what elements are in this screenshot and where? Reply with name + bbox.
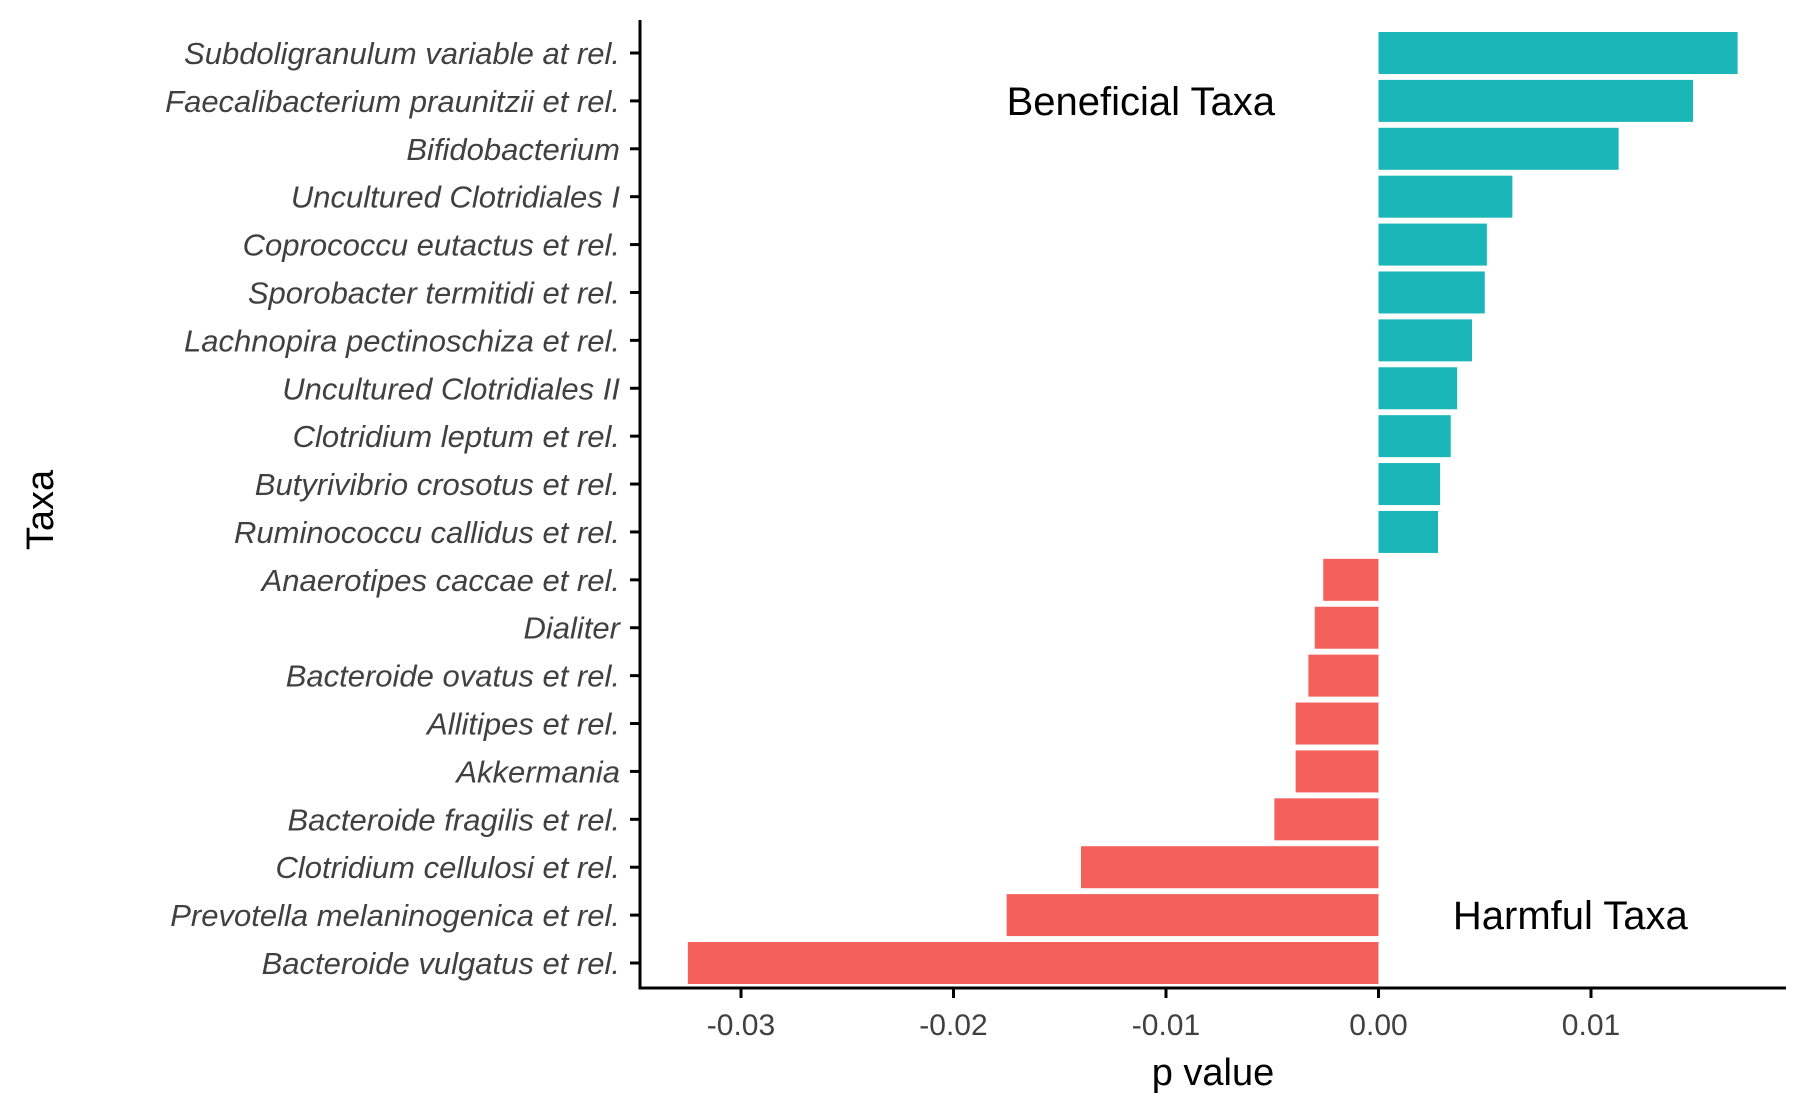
- bar: [1378, 510, 1438, 553]
- category-label: Butyrivibrio crosotus et rel.: [255, 467, 620, 502]
- category-label: Bifidobacterium: [406, 132, 620, 167]
- annotation-label: Beneficial Taxa: [1007, 80, 1276, 124]
- category-label: Bacteroide vulgatus et rel.: [262, 946, 620, 981]
- category-label: Prevotella melaninogenica et rel.: [170, 898, 620, 933]
- bars-group: [687, 32, 1738, 984]
- bar: [1378, 319, 1472, 362]
- category-label: Allitipes et rel.: [425, 707, 620, 742]
- bar: [1295, 702, 1379, 745]
- category-label: Clotridium cellulosi et rel.: [275, 850, 620, 885]
- bar: [1378, 175, 1513, 218]
- category-labels: Subdoligranulum variable at rel. Faecalib…: [165, 36, 622, 981]
- y-ticks: [630, 51, 640, 965]
- category-label: Clotridium leptum et rel.: [293, 419, 620, 454]
- x-tick-label: -0.01: [1132, 1009, 1200, 1042]
- category-label: Bacteroide ovatus et rel.: [286, 659, 620, 694]
- category-label: Uncultured Clotridiales II: [282, 371, 620, 406]
- bar: [1274, 798, 1379, 841]
- annotation-label: Harmful Taxa: [1453, 894, 1689, 938]
- bar: [1323, 558, 1379, 601]
- category-label: Bacteroide fragilis et rel.: [287, 802, 620, 837]
- x-tick-label: 0.01: [1562, 1009, 1620, 1042]
- bar: [1081, 846, 1379, 889]
- bar: [687, 942, 1379, 984]
- category-label: Uncultured Clotridiales I: [291, 180, 620, 215]
- bar: [1295, 750, 1379, 793]
- category-label: Dialiter: [524, 611, 622, 646]
- bar: [1378, 32, 1738, 74]
- category-label: Anaerotipes caccae et rel.: [260, 563, 620, 598]
- x-axis-title: p value: [1152, 1052, 1275, 1094]
- y-axis-title: Taxa: [20, 469, 62, 550]
- bar: [1006, 894, 1379, 937]
- x-tick-label: -0.02: [919, 1009, 987, 1042]
- category-label: Lachnopira pectinoschiza et rel.: [184, 323, 620, 358]
- category-label: Ruminococcu callidus et rel.: [234, 515, 620, 550]
- x-tick-label: -0.03: [707, 1009, 775, 1042]
- x-tick-label: 0.00: [1349, 1009, 1407, 1042]
- category-label: Sporobacter termitidi et rel.: [248, 275, 620, 310]
- bar: [1378, 463, 1441, 506]
- category-label: Subdoligranulum variable at rel.: [184, 36, 620, 71]
- annotations: Beneficial Taxa Harmful Taxa: [1007, 80, 1689, 938]
- bar: [1378, 79, 1693, 122]
- bar: [1378, 415, 1451, 458]
- bar: [1378, 223, 1487, 266]
- category-label: Coprococcu eutactus et rel.: [243, 228, 620, 263]
- bar: [1314, 606, 1379, 649]
- category-label: Faecalibacterium praunitzii et rel.: [165, 84, 620, 119]
- bar: [1378, 127, 1619, 170]
- bar: [1378, 367, 1458, 410]
- x-ticks: -0.03 -0.02 -0.01 0.00 0.01: [707, 988, 1620, 1042]
- bar: [1378, 271, 1485, 314]
- bar: [1308, 654, 1379, 697]
- category-label: Akkermania: [454, 754, 620, 789]
